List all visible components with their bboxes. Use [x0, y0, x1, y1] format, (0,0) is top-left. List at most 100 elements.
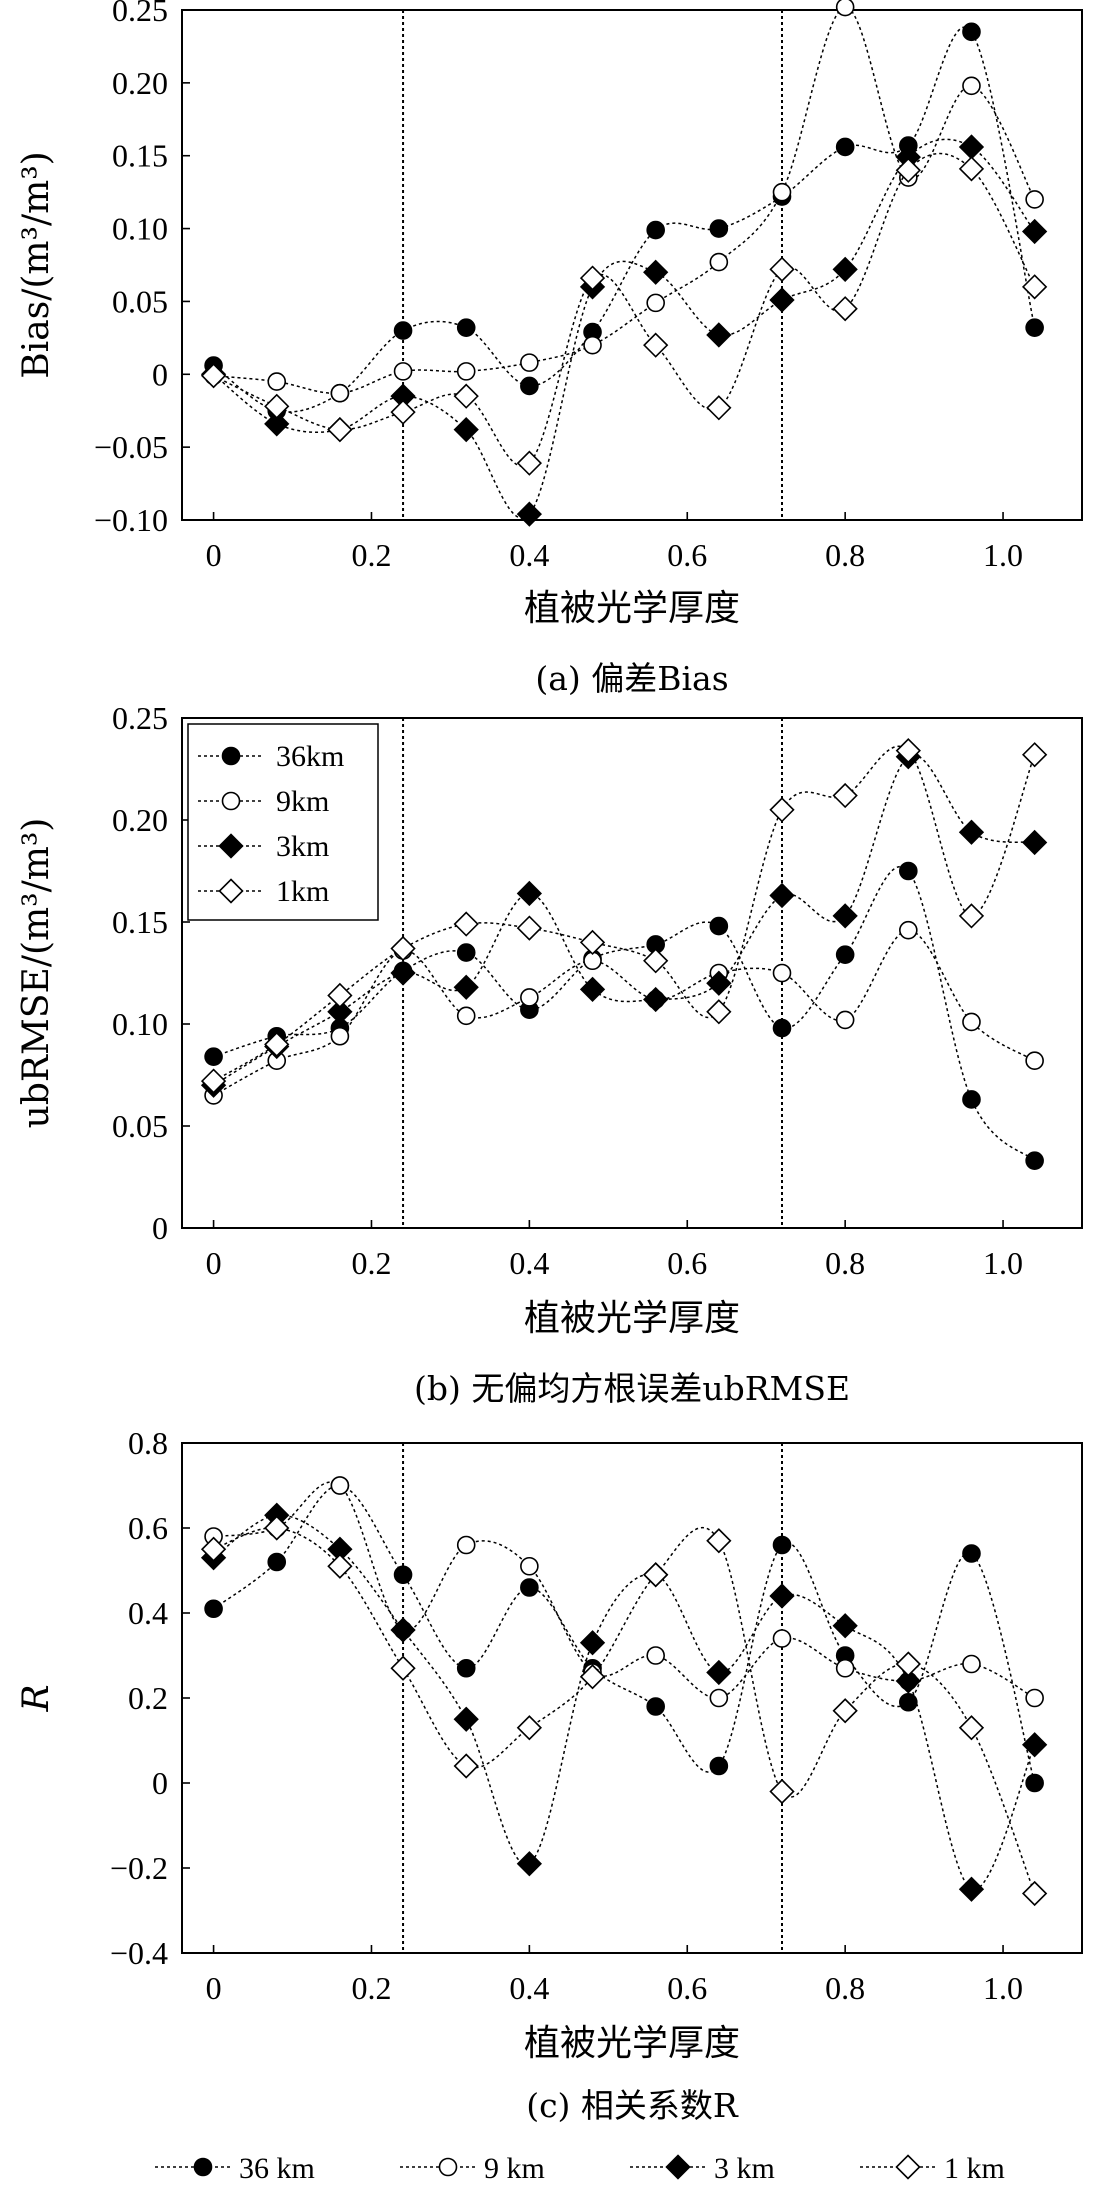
series-line-9km — [213, 1481, 1035, 1699]
y-tick-label: 0.15 — [112, 138, 168, 174]
data-point-1km — [1022, 1880, 1048, 1907]
data-point-3km — [958, 1876, 985, 1902]
data-point-1km — [453, 383, 479, 409]
y-tick-label: 0.20 — [112, 802, 168, 838]
data-point-36km — [267, 1552, 287, 1572]
data-point-36km — [709, 219, 729, 238]
data-point-9km — [520, 353, 539, 372]
data-point-9km — [330, 1026, 350, 1046]
x-tick-label: 0.2 — [351, 537, 391, 573]
data-point-36km — [1025, 1151, 1044, 1170]
y-tick-label: 0.10 — [112, 211, 168, 247]
data-point-9km — [456, 1535, 476, 1555]
bottom-legend-marker — [193, 2157, 213, 2177]
plot-frame — [181, 1442, 1083, 1954]
x-tick-label: 0 — [206, 1245, 222, 1281]
data-point-9km — [646, 1646, 665, 1665]
data-point-1km — [832, 782, 858, 809]
data-point-1km — [958, 156, 985, 182]
data-point-9km — [520, 1556, 539, 1576]
data-point-1km — [264, 1031, 290, 1058]
data-point-3km — [769, 882, 795, 909]
y-axis-title: R — [16, 1684, 57, 1712]
legend: 36km 9km 3km 1km — [187, 723, 379, 921]
data-point-3km — [832, 903, 858, 929]
data-point-36km — [899, 861, 918, 881]
data-point-1km — [579, 929, 606, 956]
data-point-36km — [456, 1658, 476, 1678]
data-point-1km — [769, 256, 795, 283]
data-point-1km — [895, 738, 921, 764]
chart-panel-2: 0 0.05 0.10 0.15 0.20 0.25 0 0.2 0.4 0.6 0.8 1.0 植被光… — [16, 700, 1083, 1408]
data-point-36km — [204, 1047, 223, 1066]
data-point-3km — [895, 1668, 921, 1694]
data-point-1km — [643, 332, 669, 358]
y-tick-label: 0.05 — [112, 283, 168, 319]
data-point-1km — [1022, 274, 1048, 300]
panel-caption: (b) 无偏均方根误差ubRMSE — [414, 1369, 850, 1408]
x-tick-label: 1.0 — [983, 1245, 1023, 1281]
x-tick-label: 0.6 — [667, 1245, 707, 1281]
data-point-1km — [706, 999, 732, 1025]
x-axis-title: 植被光学厚度 — [524, 588, 740, 629]
data-point-9km — [1025, 1051, 1044, 1071]
data-point-1km — [579, 265, 606, 291]
data-point-9km — [962, 1012, 981, 1032]
data-point-3km — [706, 322, 732, 348]
series-line-1km — [213, 745, 1036, 1082]
data-point-1km — [1022, 742, 1048, 768]
data-point-3km — [579, 1630, 606, 1656]
data-point-1km — [390, 935, 416, 962]
data-point-1km — [516, 915, 542, 941]
legend-entry: 3km — [276, 830, 329, 863]
y-tick-label: 0.4 — [128, 1595, 168, 1631]
x-tick-label: 0.4 — [509, 1245, 549, 1281]
data-point-9km — [772, 1629, 792, 1648]
y-tick-label: 0.20 — [112, 65, 168, 101]
legend-marker-9km — [221, 791, 241, 811]
x-tick-label: 0.4 — [509, 537, 549, 573]
data-point-1km — [264, 393, 290, 419]
x-tick-label: 0.4 — [509, 1970, 549, 2006]
data-point-3km — [516, 1851, 542, 1877]
y-axis-title: Bias/(m³/m³) — [16, 151, 57, 378]
x-tick-label: 0.6 — [667, 1970, 707, 2006]
data-point-1km — [390, 1655, 416, 1681]
series-line-36km — [213, 1484, 1036, 1784]
data-point-36km — [393, 1565, 413, 1585]
data-point-1km — [832, 1698, 858, 1724]
data-point-36km — [962, 22, 981, 42]
data-point-9km — [709, 1688, 729, 1708]
data-point-3km — [390, 1617, 416, 1643]
data-point-9km — [1025, 1688, 1044, 1708]
y-tick-label: 0.15 — [112, 904, 168, 940]
plot-frame — [181, 717, 1083, 1229]
y-tick-label: 0.05 — [112, 1108, 168, 1144]
data-point-1km — [390, 399, 416, 425]
legend-marker-3km — [218, 833, 244, 859]
data-point-36km — [646, 220, 665, 240]
data-point-1km — [453, 1753, 479, 1779]
data-point-36km — [520, 376, 539, 396]
legend-marker-1km — [218, 878, 244, 904]
data-point-1km — [200, 363, 227, 389]
y-tick-label: 0.8 — [128, 1425, 168, 1461]
data-point-1km — [643, 1562, 669, 1588]
data-point-3km — [327, 999, 353, 1025]
data-point-1km — [200, 1068, 227, 1094]
legend-entry: 1km — [276, 875, 329, 908]
y-tick-label: 0.10 — [112, 1006, 168, 1042]
y-tick-label: 0.2 — [128, 1680, 168, 1716]
data-point-3km — [453, 417, 479, 443]
data-point-9km — [520, 988, 539, 1007]
data-point-3km — [453, 974, 479, 1000]
chart-panel-3: −0.4 −0.2 0 0.2 0.4 0.6 0.8 0 0.2 0.4 0.6 0.8 1.0 植被光… — [16, 1425, 1083, 2125]
y-tick-label: −0.2 — [110, 1850, 168, 1886]
x-tick-label: 0.8 — [825, 1245, 865, 1281]
x-tick-label: 1.0 — [983, 537, 1023, 573]
data-point-3km — [769, 1583, 795, 1609]
legend-entry: 36km — [276, 740, 344, 773]
data-point-3km — [453, 1706, 479, 1732]
data-point-36km — [835, 945, 855, 964]
data-point-1km — [327, 417, 353, 443]
